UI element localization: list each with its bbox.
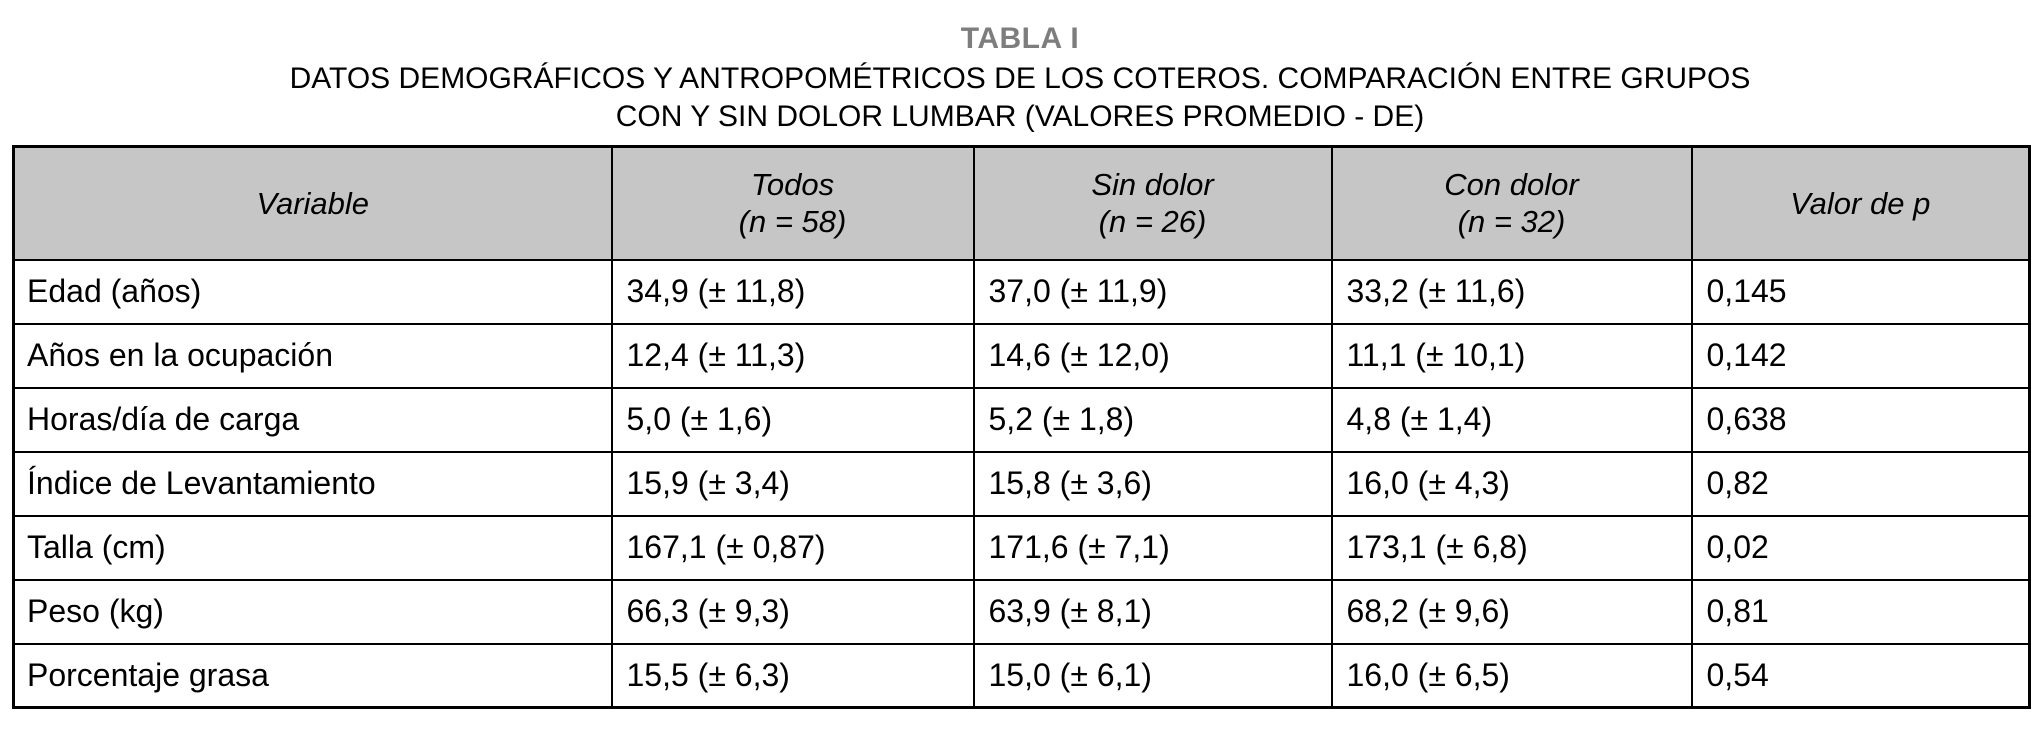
cell-con-dolor: 16,0 (± 6,5) xyxy=(1330,642,1693,709)
cell-sin-dolor: 171,6 (± 7,1) xyxy=(972,514,1333,581)
cell-sin-dolor: 15,8 (± 3,6) xyxy=(972,450,1333,517)
cell-sin-dolor: 5,2 (± 1,8) xyxy=(972,386,1333,453)
table-row: Edad (años) 34,9 (± 11,8) 37,0 (± 11,9) … xyxy=(12,258,2031,325)
column-header-sin-dolor-line1: Sin dolor xyxy=(1091,167,1214,203)
cell-variable: Talla (cm) xyxy=(12,514,613,581)
cell-todos: 5,0 (± 1,6) xyxy=(610,386,975,453)
cell-valor-p: 0,54 xyxy=(1690,642,2031,709)
cell-valor-p: 0,02 xyxy=(1690,514,2031,581)
cell-sin-dolor: 14,6 (± 12,0) xyxy=(972,322,1333,389)
cell-variable: Edad (años) xyxy=(12,258,613,325)
table-row: Porcentaje grasa 15,5 (± 6,3) 15,0 (± 6,… xyxy=(12,642,2031,709)
cell-variable: Índice de Levantamiento xyxy=(12,450,613,517)
title-block: TABLA I DATOS DEMOGRÁFICOS Y ANTROPOMÉTR… xyxy=(0,0,2040,136)
table-row: Horas/día de carga 5,0 (± 1,6) 5,2 (± 1,… xyxy=(12,386,2031,453)
table-row: Peso (kg) 66,3 (± 9,3) 63,9 (± 8,1) 68,2… xyxy=(12,578,2031,645)
column-header-todos: Todos (n = 58) xyxy=(610,145,975,261)
table-caption-line-1: DATOS DEMOGRÁFICOS Y ANTROPOMÉTRICOS DE … xyxy=(289,62,1751,95)
cell-valor-p: 0,145 xyxy=(1690,258,2031,325)
cell-valor-p: 0,142 xyxy=(1690,322,2031,389)
cell-todos: 12,4 (± 11,3) xyxy=(610,322,975,389)
cell-todos: 167,1 (± 0,87) xyxy=(610,514,975,581)
column-header-valor-p-line1: Valor de p xyxy=(1790,185,1931,221)
cell-todos: 34,9 (± 11,8) xyxy=(610,258,975,325)
cell-valor-p: 0,82 xyxy=(1690,450,2031,517)
cell-con-dolor: 173,1 (± 6,8) xyxy=(1330,514,1693,581)
column-header-con-dolor-line2: (n = 32) xyxy=(1457,204,1566,240)
cell-variable: Porcentaje grasa xyxy=(12,642,613,709)
cell-con-dolor: 16,0 (± 4,3) xyxy=(1330,450,1693,517)
cell-sin-dolor: 37,0 (± 11,9) xyxy=(972,258,1333,325)
table-header: Variable Todos (n = 58) Sin dolor (n = 2… xyxy=(12,145,2031,261)
table-row: Años en la ocupación 12,4 (± 11,3) 14,6 … xyxy=(12,322,2031,389)
column-header-variable-line1: Variable xyxy=(256,185,370,221)
table-body: Edad (años) 34,9 (± 11,8) 37,0 (± 11,9) … xyxy=(12,258,2031,709)
cell-con-dolor: 4,8 (± 1,4) xyxy=(1330,386,1693,453)
cell-todos: 15,5 (± 6,3) xyxy=(610,642,975,709)
table-caption-line-2: CON Y SIN DOLOR LUMBAR (VALORES PROMEDIO… xyxy=(615,100,1425,133)
cell-todos: 66,3 (± 9,3) xyxy=(610,578,975,645)
table-row: Talla (cm) 167,1 (± 0,87) 171,6 (± 7,1) … xyxy=(12,514,2031,581)
demographic-data-table: Variable Todos (n = 58) Sin dolor (n = 2… xyxy=(12,145,2031,709)
cell-todos: 15,9 (± 3,4) xyxy=(610,450,975,517)
column-header-valor-p: Valor de p xyxy=(1690,145,2031,261)
cell-sin-dolor: 63,9 (± 8,1) xyxy=(972,578,1333,645)
column-header-sin-dolor: Sin dolor (n = 26) xyxy=(972,145,1333,261)
table-header-row: Variable Todos (n = 58) Sin dolor (n = 2… xyxy=(12,145,2031,261)
column-header-con-dolor-line1: Con dolor xyxy=(1444,167,1579,203)
cell-variable: Peso (kg) xyxy=(12,578,613,645)
column-header-variable: Variable xyxy=(12,145,613,261)
cell-con-dolor: 33,2 (± 11,6) xyxy=(1330,258,1693,325)
cell-con-dolor: 68,2 (± 9,6) xyxy=(1330,578,1693,645)
table-row: Índice de Levantamiento 15,9 (± 3,4) 15,… xyxy=(12,450,2031,517)
cell-con-dolor: 11,1 (± 10,1) xyxy=(1330,322,1693,389)
column-header-todos-line2: (n = 58) xyxy=(738,204,847,240)
cell-sin-dolor: 15,0 (± 6,1) xyxy=(972,642,1333,709)
table-number-label: TABLA I xyxy=(960,22,1080,55)
cell-variable: Horas/día de carga xyxy=(12,386,613,453)
column-header-sin-dolor-line2: (n = 26) xyxy=(1098,204,1207,240)
cell-variable: Años en la ocupación xyxy=(12,322,613,389)
column-header-todos-line1: Todos xyxy=(750,167,835,203)
table-container: Variable Todos (n = 58) Sin dolor (n = 2… xyxy=(12,145,2031,709)
column-header-con-dolor: Con dolor (n = 32) xyxy=(1330,145,1693,261)
cell-valor-p: 0,638 xyxy=(1690,386,2031,453)
cell-valor-p: 0,81 xyxy=(1690,578,2031,645)
table-caption: DATOS DEMOGRÁFICOS Y ANTROPOMÉTRICOS DE … xyxy=(0,60,2040,136)
